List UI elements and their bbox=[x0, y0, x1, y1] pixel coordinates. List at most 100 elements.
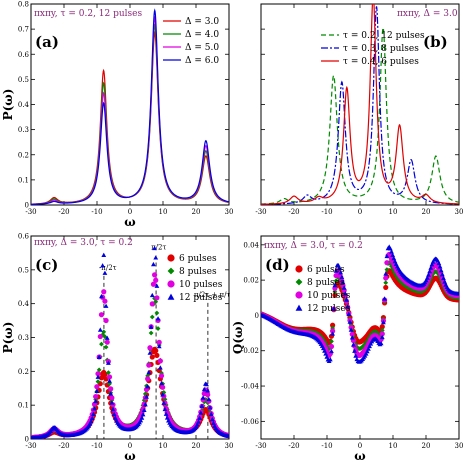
series-point-2 bbox=[108, 386, 114, 392]
legend: Δ = 3.0 Δ = 4.0 Δ = 5.0 Δ = 6.0 bbox=[163, 17, 219, 66]
legend-entry-1: 8 pulses bbox=[307, 278, 345, 288]
x-tick-label: 10 bbox=[389, 442, 398, 450]
series-point-3 bbox=[101, 252, 107, 258]
panel-d: -30 -20 -10 0 10 20 30 -0.06 -0.04 -0.02 0 0.02 0.04… bbox=[231, 235, 463, 463]
series-point-3 bbox=[337, 265, 342, 271]
legend-entry-2: τ = 0.4, 6 pulses bbox=[343, 57, 419, 67]
series-point-3 bbox=[379, 334, 385, 340]
series-point-3 bbox=[145, 384, 151, 389]
series-point-3 bbox=[329, 348, 334, 354]
y-tick-label: -0.04 bbox=[241, 383, 259, 391]
series-point-3 bbox=[93, 398, 99, 404]
series-point-3 bbox=[197, 415, 203, 420]
series-point-3 bbox=[344, 297, 349, 302]
legend-entry-2: 10 pulses bbox=[307, 291, 351, 301]
legend-entry-0: Δ = 3.0 bbox=[185, 17, 219, 27]
series-point-0 bbox=[102, 371, 108, 378]
panel-c: -30 -20 -10 0 10 20 30 0 0.1 0.2 0.3 0.4 0.5 0.6 ω P(ω)… bbox=[1, 233, 233, 463]
series-point-3 bbox=[99, 293, 104, 299]
x-tick-label: 20 bbox=[192, 208, 201, 216]
series-point-3 bbox=[154, 283, 160, 288]
series-point-3 bbox=[105, 360, 111, 365]
series-point-3 bbox=[351, 342, 356, 347]
series-point-3 bbox=[155, 316, 161, 321]
y-axis-label: Q(ω) bbox=[231, 321, 245, 354]
series-point-2 bbox=[150, 281, 157, 287]
y-axis-label: P(ω) bbox=[1, 322, 15, 354]
legend-swatch-2 bbox=[167, 280, 175, 288]
series-point-2 bbox=[379, 331, 385, 337]
series-point-3 bbox=[333, 268, 339, 273]
series-point-3 bbox=[108, 391, 114, 396]
series-point-3 bbox=[157, 365, 163, 370]
series-point-3 bbox=[339, 274, 345, 280]
series-point-3 bbox=[208, 411, 214, 417]
series-point-3 bbox=[330, 331, 336, 336]
x-tick-label: 0 bbox=[128, 208, 132, 216]
series-point-3 bbox=[92, 406, 97, 411]
legend-entry-1: τ = 0.3, 8 pulses bbox=[343, 44, 419, 54]
series-point-3 bbox=[146, 369, 152, 375]
legend-swatch-3 bbox=[295, 304, 303, 311]
series-point-2 bbox=[103, 317, 109, 324]
series-point-2 bbox=[205, 392, 211, 398]
legend-entry-0: 6 pulses bbox=[179, 254, 217, 264]
x-tick-label: -30 bbox=[255, 442, 266, 450]
x-axis-label: ω bbox=[354, 449, 365, 463]
series-point-3 bbox=[438, 268, 444, 273]
y-tick-label: 0.4 bbox=[18, 300, 30, 308]
series-point-3 bbox=[94, 388, 100, 394]
panel-title: πxπy, τ = 0.2, 12 pulses bbox=[34, 9, 142, 19]
y-tick-label: -0.02 bbox=[241, 347, 259, 355]
y-tick-label: 0.3 bbox=[18, 126, 29, 134]
data-layer bbox=[31, 245, 229, 439]
series-point-1 bbox=[105, 370, 111, 376]
x-tick-label: 10 bbox=[159, 208, 168, 216]
series-point-2 bbox=[145, 376, 151, 382]
legend-entry-0: τ = 0.2, 12 pulses bbox=[343, 31, 425, 41]
series-point-3 bbox=[111, 411, 117, 417]
legend-swatch-0 bbox=[295, 265, 303, 273]
legend: τ = 0.2, 12 pulses τ = 0.3, 8 pulses τ = 0… bbox=[321, 31, 425, 67]
series-line-0 bbox=[261, 25, 459, 205]
legend-swatch-3 bbox=[167, 293, 175, 300]
series-line-1 bbox=[261, 6, 459, 205]
series-point-2 bbox=[154, 295, 160, 301]
series-point-2 bbox=[151, 272, 158, 278]
series-point-3 bbox=[340, 279, 346, 285]
series-point-1 bbox=[148, 330, 154, 336]
legend: 6 pulses 8 pulses 10 pulses 12 pulses bbox=[167, 254, 223, 303]
y-tick-label: 0.1 bbox=[18, 176, 29, 184]
annotation-label: -π/2τ bbox=[99, 264, 117, 272]
series-point-2 bbox=[95, 371, 101, 377]
legend-swatch-1 bbox=[295, 278, 303, 286]
series-point-2 bbox=[383, 275, 389, 281]
x-tick-label: 30 bbox=[225, 208, 234, 216]
series-point-3 bbox=[163, 411, 169, 416]
series-point-3 bbox=[152, 245, 157, 251]
legend-entry-0: 6 pulses bbox=[307, 265, 345, 275]
series-point-3 bbox=[103, 303, 109, 308]
x-tick-label: -20 bbox=[288, 208, 299, 216]
y-tick-label: 0 bbox=[255, 312, 259, 320]
series-point-1 bbox=[103, 344, 109, 350]
series-point-3 bbox=[423, 277, 429, 283]
series-point-0 bbox=[332, 292, 338, 298]
series-point-3 bbox=[327, 357, 333, 362]
series-point-2 bbox=[156, 339, 162, 345]
series-point-3 bbox=[204, 381, 209, 387]
series-point-3 bbox=[144, 394, 149, 399]
y-tick-label: 0.8 bbox=[18, 1, 29, 9]
x-tick-label: -20 bbox=[288, 442, 299, 450]
series-point-3 bbox=[100, 263, 106, 268]
x-tick-label: -30 bbox=[25, 442, 36, 450]
series-point-2 bbox=[160, 384, 166, 390]
series-point-3 bbox=[363, 351, 369, 356]
legend-entry-1: Δ = 4.0 bbox=[185, 30, 219, 40]
y-tick-label: 0.7 bbox=[18, 26, 29, 34]
series-point-3 bbox=[341, 285, 347, 290]
series-point-3 bbox=[162, 406, 168, 412]
series-point-3 bbox=[160, 392, 166, 397]
series-point-3 bbox=[389, 249, 394, 254]
series-line-3 bbox=[31, 8, 229, 205]
